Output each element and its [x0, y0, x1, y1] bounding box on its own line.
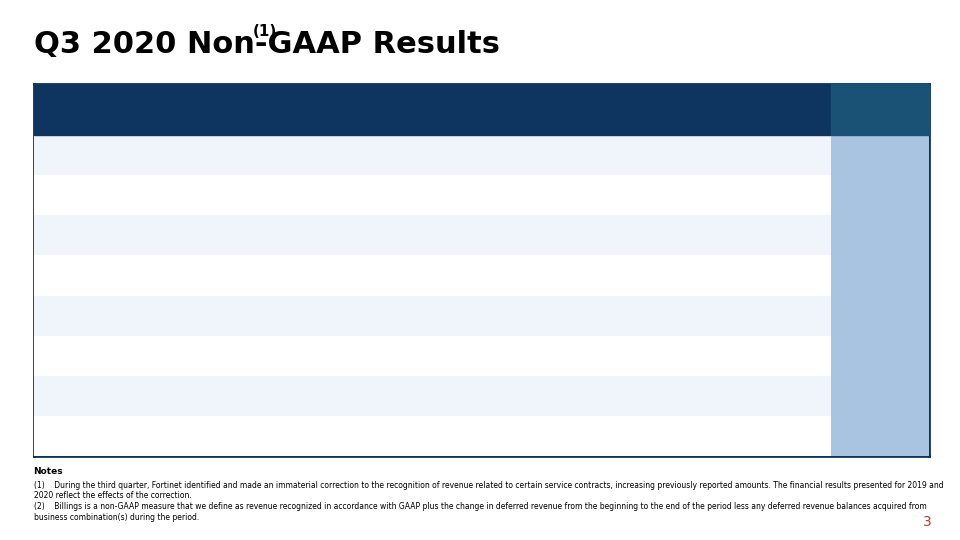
Text: $523.8M: $523.8M [365, 231, 419, 240]
Text: 13.5%: 13.5% [863, 351, 898, 361]
Text: 24.2%: 24.2% [667, 431, 702, 441]
Text: $551.6M: $551.6M [267, 150, 321, 160]
Text: 18.9%: 18.9% [570, 351, 604, 361]
Text: $626.6M: $626.6M [462, 150, 516, 160]
Text: 21.2%: 21.2% [374, 190, 409, 200]
Text: 17.9%: 17.9% [765, 271, 800, 281]
Text: $310.3M: $310.3M [267, 391, 321, 401]
Text: $238.8M: $238.8M [560, 310, 614, 321]
Text: (2)    Billings is a non-GAAP measure that we define as revenue recognized in ac: (2) Billings is a non-GAAP measure that … [34, 502, 926, 522]
Text: Q1'20: Q1'20 [666, 103, 704, 116]
Text: (1): (1) [252, 24, 276, 39]
Text: Product Revenue: Product Revenue [41, 310, 148, 321]
Text: 23.6%: 23.6% [570, 190, 604, 200]
Text: 20.9%: 20.9% [374, 431, 409, 441]
Text: 11.6%: 11.6% [765, 351, 800, 361]
Text: $617.6M: $617.6M [756, 231, 809, 240]
Text: 19.7%: 19.7% [863, 190, 898, 200]
Text: $749.8M: $749.8M [853, 150, 907, 160]
Text: $223.8M: $223.8M [853, 310, 907, 321]
Text: 19.8%: 19.8% [472, 351, 507, 361]
Text: 18.5%: 18.5% [276, 271, 311, 281]
Text: 3: 3 [923, 515, 931, 529]
Text: Y/Y % Change: Y/Y % Change [58, 351, 144, 361]
Text: $618.1M: $618.1M [560, 231, 614, 240]
Text: 22.1%: 22.1% [667, 271, 702, 281]
Text: Q3'19: Q3'19 [470, 103, 508, 116]
Text: Q2'19: Q2'19 [372, 103, 411, 116]
Text: (1)    During the third quarter, Fortinet identified and made an immaterial corr: (1) During the third quarter, Fortinet i… [34, 481, 944, 500]
Text: 18.8%: 18.8% [472, 190, 507, 200]
Text: $577.7M: $577.7M [658, 231, 711, 240]
Text: 18.8%: 18.8% [863, 271, 898, 281]
Text: $211.9M: $211.9M [756, 310, 809, 321]
Text: 18.4%: 18.4% [374, 271, 409, 281]
Text: $427.3M: $427.3M [853, 391, 907, 401]
Text: 19.1%: 19.1% [276, 190, 311, 200]
Text: Y/Y % Change: Y/Y % Change [58, 431, 144, 441]
Text: 13.9%: 13.9% [276, 351, 311, 361]
Text: Q3 2020 Non-GAAP Results: Q3 2020 Non-GAAP Results [34, 30, 499, 59]
Text: Y/Y % Change: Y/Y % Change [58, 190, 144, 200]
Text: $548.1M: $548.1M [463, 231, 516, 240]
Text: $351.0M: $351.0M [463, 391, 516, 401]
Text: 20.9%: 20.9% [472, 271, 507, 281]
Text: 14.2%: 14.2% [374, 351, 409, 361]
Text: 21.5%: 21.5% [472, 431, 507, 441]
Text: Service Revenue: Service Revenue [41, 391, 145, 401]
Text: $405.7M: $405.7M [756, 391, 809, 401]
Text: $333.9M: $333.9M [365, 391, 419, 401]
Text: 18.2%: 18.2% [667, 351, 702, 361]
Text: Billings (2): Billings (2) [41, 150, 108, 160]
Text: $385.4M: $385.4M [658, 391, 711, 401]
Text: $162.7M: $162.7M [267, 310, 321, 321]
Text: Q1'19: Q1'19 [275, 103, 313, 116]
Text: $667.8M: $667.8M [658, 150, 712, 160]
Text: $651.1M: $651.1M [853, 231, 907, 240]
Text: 21.5%: 21.5% [765, 431, 800, 441]
Text: $192.3M: $192.3M [658, 310, 711, 321]
Text: Q3'20: Q3'20 [861, 103, 900, 116]
Text: 22.9%: 22.9% [570, 431, 604, 441]
Text: 21.7%: 21.7% [863, 431, 898, 441]
Text: $197.1M: $197.1M [462, 310, 516, 321]
Text: Q4'19: Q4'19 [568, 103, 606, 116]
Text: $473.0M: $473.0M [267, 231, 321, 240]
Text: Revenue: Revenue [41, 231, 95, 240]
Text: 21.1%: 21.1% [667, 190, 702, 200]
Text: 14.3%: 14.3% [765, 190, 800, 200]
Text: $802.3M: $802.3M [561, 150, 613, 160]
Text: Notes: Notes [34, 467, 63, 476]
Text: 21.1%: 21.1% [276, 431, 311, 441]
Text: $711.5M: $711.5M [756, 150, 809, 160]
Text: 21.3%: 21.3% [570, 271, 604, 281]
Text: $622.4M: $622.4M [365, 150, 419, 160]
Text: Y/Y % Change: Y/Y % Change [58, 271, 144, 281]
Text: $189.9M: $189.9M [365, 310, 419, 321]
Text: Q2'20: Q2'20 [763, 103, 802, 116]
Text: $379.3M: $379.3M [560, 391, 614, 401]
